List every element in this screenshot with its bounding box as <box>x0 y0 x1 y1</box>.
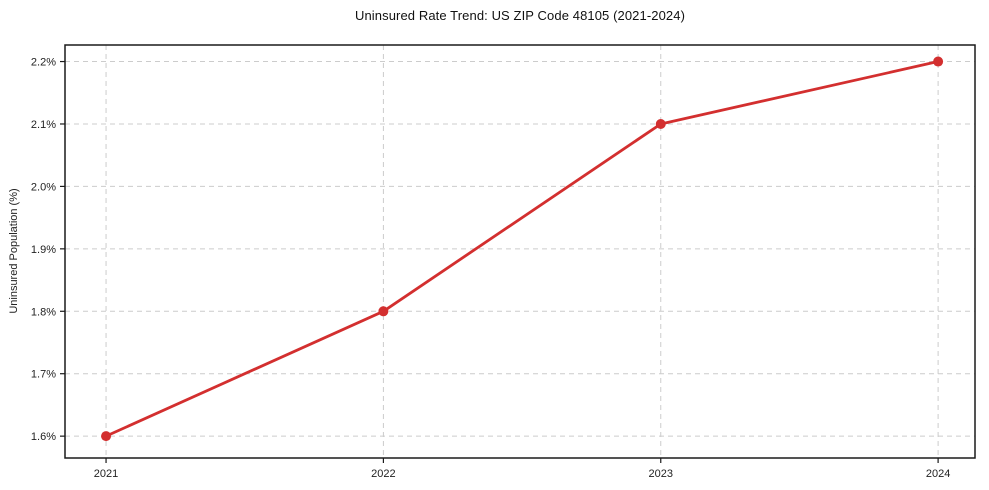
data-point-marker <box>655 118 666 129</box>
chart-title: Uninsured Rate Trend: US ZIP Code 48105 … <box>354 8 686 23</box>
y-tick-label: 2.0% <box>31 181 56 193</box>
data-point-marker <box>378 306 389 317</box>
x-tick-label: 2021 <box>94 468 118 480</box>
y-tick-label: 1.6% <box>31 431 56 443</box>
data-point-marker <box>933 56 944 67</box>
plot-border <box>64 44 976 459</box>
data-point-marker <box>101 431 112 442</box>
x-tick-label: 2022 <box>371 468 395 480</box>
data-line <box>104 60 940 438</box>
y-tick-label: 2.2% <box>31 57 56 69</box>
y-tick-label: 2.1% <box>31 119 56 131</box>
x-tick-label: 2024 <box>926 468 950 480</box>
x-tick-label: 2023 <box>649 468 673 480</box>
y-tick-label: 1.7% <box>31 369 56 381</box>
y-tick-label: 1.8% <box>31 306 56 318</box>
y-tick-label: 1.9% <box>31 244 56 256</box>
